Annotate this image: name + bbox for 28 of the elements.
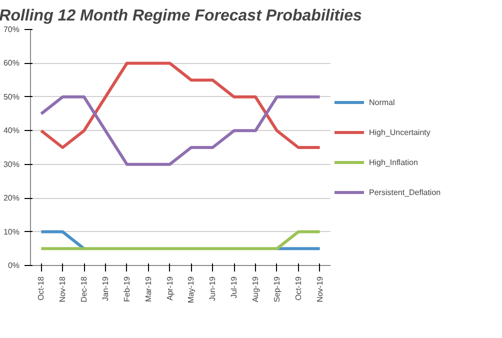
y-tick-label: 50% <box>3 92 20 102</box>
y-tick-label: 60% <box>3 58 20 68</box>
x-tick-label: Nov-18 <box>58 276 68 302</box>
x-tick-label: Feb-19 <box>122 276 132 302</box>
x-tick-label: Jan-19 <box>101 276 110 301</box>
y-tick-label: 10% <box>3 227 20 236</box>
x-tick-label: Jul-19 <box>230 276 239 298</box>
x-tick-label: Dec-18 <box>80 276 89 302</box>
y-tick-label: 20% <box>3 194 20 203</box>
legend-label: High_Inflation <box>369 158 418 166</box>
x-tick-label: Apr-19 <box>165 276 174 301</box>
x-tick-label: Jun-19 <box>208 276 218 301</box>
line-series <box>40 95 322 166</box>
x-tick-label: May-19 <box>186 276 196 304</box>
x-tick-label: Mar-19 <box>144 276 153 302</box>
legend-label: Normal <box>369 98 395 106</box>
legend-label: Persistent_Deflation <box>369 188 441 196</box>
legend-label: High_Uncertainty <box>369 128 430 136</box>
x-tick-label: Sep-19 <box>272 276 282 302</box>
line-series <box>40 62 322 149</box>
x-tick-label: Oct-18 <box>36 276 46 301</box>
x-tick-label: Aug-19 <box>251 276 260 302</box>
y-tick-label: 0% <box>8 261 20 270</box>
y-tick-label: 40% <box>3 126 20 136</box>
x-tick-label: Nov-19 <box>315 276 324 302</box>
y-tick-label: 70% <box>3 25 20 34</box>
y-tick-label: 30% <box>3 160 20 169</box>
x-tick-label: Oct-19 <box>294 276 303 301</box>
